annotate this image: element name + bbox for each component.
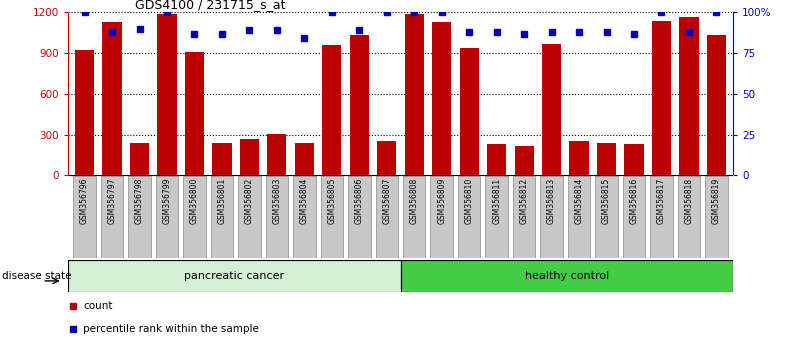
Text: GSM356819: GSM356819 xyxy=(712,178,721,224)
Text: GSM356808: GSM356808 xyxy=(410,178,419,224)
Text: GSM356806: GSM356806 xyxy=(355,178,364,224)
FancyBboxPatch shape xyxy=(211,176,233,258)
FancyBboxPatch shape xyxy=(238,176,260,258)
FancyBboxPatch shape xyxy=(74,176,96,258)
Bar xyxy=(268,134,287,175)
Text: GSM356800: GSM356800 xyxy=(190,178,199,224)
Bar xyxy=(350,35,369,175)
Text: GDS4100 / 231715_s_at: GDS4100 / 231715_s_at xyxy=(135,0,285,11)
Text: GSM356815: GSM356815 xyxy=(602,178,611,224)
Text: GSM356818: GSM356818 xyxy=(685,178,694,224)
FancyBboxPatch shape xyxy=(541,176,563,258)
Bar xyxy=(322,45,341,175)
FancyBboxPatch shape xyxy=(293,176,316,258)
Bar xyxy=(130,143,149,175)
Text: GSM356817: GSM356817 xyxy=(657,178,666,224)
FancyBboxPatch shape xyxy=(320,176,343,258)
FancyBboxPatch shape xyxy=(266,176,288,258)
FancyBboxPatch shape xyxy=(348,176,371,258)
Text: pancreatic cancer: pancreatic cancer xyxy=(184,271,284,281)
FancyBboxPatch shape xyxy=(568,176,590,258)
Bar xyxy=(405,15,424,175)
FancyBboxPatch shape xyxy=(400,260,733,292)
Text: GSM356797: GSM356797 xyxy=(107,178,116,224)
Text: healthy control: healthy control xyxy=(525,271,609,281)
Text: GSM356810: GSM356810 xyxy=(465,178,473,224)
Bar xyxy=(597,143,616,175)
Text: GSM356816: GSM356816 xyxy=(630,178,638,224)
FancyBboxPatch shape xyxy=(430,176,453,258)
Bar xyxy=(487,144,506,175)
FancyBboxPatch shape xyxy=(595,176,618,258)
Text: GSM356796: GSM356796 xyxy=(80,178,89,224)
Text: count: count xyxy=(83,301,113,311)
Text: GSM356802: GSM356802 xyxy=(245,178,254,224)
FancyBboxPatch shape xyxy=(705,176,727,258)
Bar xyxy=(570,141,589,175)
Text: GSM356799: GSM356799 xyxy=(163,178,171,224)
Text: GSM356811: GSM356811 xyxy=(492,178,501,224)
Bar xyxy=(679,17,698,175)
FancyBboxPatch shape xyxy=(183,176,206,258)
Text: GSM356798: GSM356798 xyxy=(135,178,144,224)
Text: GSM356814: GSM356814 xyxy=(574,178,584,224)
Bar xyxy=(239,139,259,175)
Bar xyxy=(103,22,122,175)
Text: percentile rank within the sample: percentile rank within the sample xyxy=(83,324,259,334)
FancyBboxPatch shape xyxy=(128,176,151,258)
Bar xyxy=(75,50,95,175)
Text: disease state: disease state xyxy=(2,271,72,281)
Bar xyxy=(377,141,396,175)
FancyBboxPatch shape xyxy=(622,176,646,258)
Bar xyxy=(514,146,533,175)
FancyBboxPatch shape xyxy=(678,176,700,258)
FancyBboxPatch shape xyxy=(155,176,179,258)
Text: GSM356807: GSM356807 xyxy=(382,178,391,224)
Text: GSM356805: GSM356805 xyxy=(328,178,336,224)
Text: GSM356813: GSM356813 xyxy=(547,178,556,224)
FancyBboxPatch shape xyxy=(68,260,400,292)
Text: GSM356801: GSM356801 xyxy=(217,178,227,224)
Text: GSM356804: GSM356804 xyxy=(300,178,309,224)
FancyBboxPatch shape xyxy=(485,176,508,258)
FancyBboxPatch shape xyxy=(101,176,123,258)
Bar xyxy=(432,22,451,175)
FancyBboxPatch shape xyxy=(403,176,425,258)
Text: GSM356812: GSM356812 xyxy=(520,178,529,224)
Bar xyxy=(625,144,644,175)
Text: GSM356809: GSM356809 xyxy=(437,178,446,224)
Bar xyxy=(157,15,176,175)
Bar xyxy=(652,21,671,175)
Bar xyxy=(185,52,204,175)
Bar xyxy=(295,143,314,175)
FancyBboxPatch shape xyxy=(376,176,398,258)
Bar xyxy=(706,35,726,175)
FancyBboxPatch shape xyxy=(458,176,481,258)
Bar xyxy=(542,44,562,175)
Bar xyxy=(212,143,231,175)
FancyBboxPatch shape xyxy=(513,176,535,258)
Text: GSM356803: GSM356803 xyxy=(272,178,281,224)
Bar xyxy=(460,48,479,175)
FancyBboxPatch shape xyxy=(650,176,673,258)
